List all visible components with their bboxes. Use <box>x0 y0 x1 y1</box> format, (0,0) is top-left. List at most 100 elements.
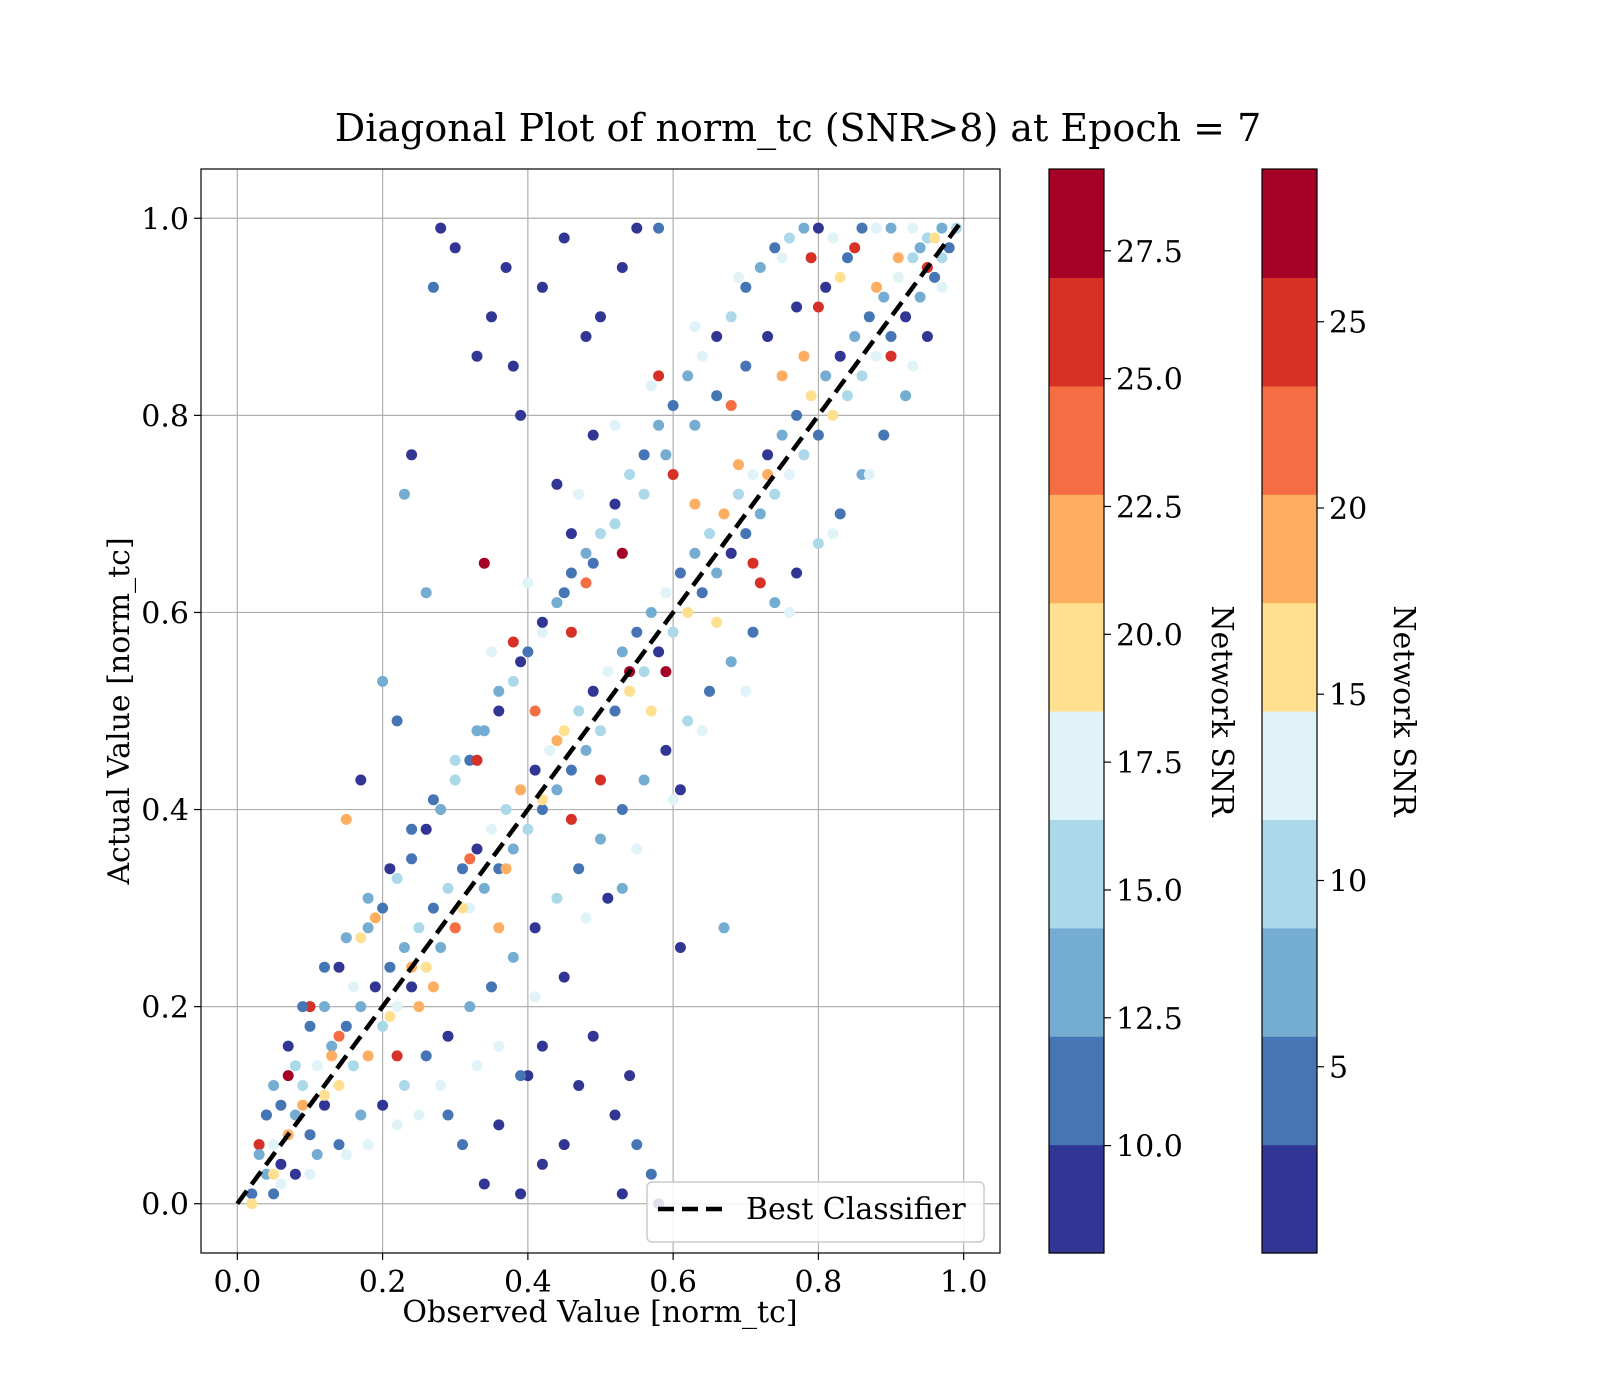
data-point <box>486 646 497 658</box>
data-point <box>704 528 715 540</box>
data-point <box>805 252 817 264</box>
data-point <box>776 370 788 382</box>
data-point <box>427 794 439 806</box>
colorbar-1-tick-label: 27.5 <box>1116 235 1183 270</box>
data-point <box>493 922 505 934</box>
data-point <box>674 784 686 796</box>
data-point <box>536 626 548 638</box>
data-point <box>304 1020 316 1032</box>
colorbar-snr-2: 5 10 15 20 25 <box>1261 168 1367 1254</box>
colorbar-1-tick-label: 20.0 <box>1116 618 1183 653</box>
data-point <box>355 1109 367 1121</box>
data-point <box>929 271 941 283</box>
data-point <box>507 360 519 372</box>
data-point <box>282 1070 294 1082</box>
data-point <box>805 390 817 402</box>
data-point <box>551 735 563 747</box>
data-point <box>377 675 389 687</box>
data-point <box>471 1060 483 1072</box>
data-point <box>733 488 744 500</box>
data-point <box>558 1139 570 1151</box>
data-point <box>515 656 527 668</box>
y-tick-label: 0.2 <box>141 991 189 1026</box>
data-point <box>762 331 774 342</box>
data-point <box>515 409 527 421</box>
data-point <box>900 311 912 323</box>
data-point <box>536 804 548 815</box>
data-point <box>812 429 824 441</box>
data-point <box>275 1099 287 1111</box>
colorbar-2-tick-label: 15 <box>1329 678 1367 713</box>
data-point <box>449 754 461 766</box>
data-point <box>645 380 657 392</box>
data-point <box>624 1070 636 1082</box>
data-point <box>420 1050 432 1062</box>
x-tick-label: 0.4 <box>504 1265 552 1300</box>
plot-frame <box>200 168 1001 1254</box>
data-point <box>667 626 679 638</box>
data-point <box>587 685 599 697</box>
data-point <box>493 705 505 717</box>
colorbar-1-tick-label: 22.5 <box>1116 490 1183 525</box>
data-point <box>558 725 570 737</box>
data-point <box>384 863 396 875</box>
data-point <box>791 301 803 313</box>
y-tick-label: 0.4 <box>141 794 189 829</box>
data-point <box>689 419 701 431</box>
data-point <box>842 252 853 264</box>
data-point <box>435 804 447 815</box>
data-point <box>711 390 723 402</box>
data-point <box>486 981 497 993</box>
plot-area: 0.0 0.2 0.4 0.6 0.8 1.0 0.0 0.2 0.4 0.6 0.8 1.0 Be… <box>141 168 1001 1300</box>
data-point <box>645 607 657 618</box>
data-point <box>595 774 606 786</box>
colorbar-2-segment <box>1262 169 1317 278</box>
data-point <box>522 823 534 835</box>
data-point <box>827 528 839 540</box>
data-point <box>587 1030 599 1042</box>
x-tick-label: 1.0 <box>940 1265 988 1300</box>
data-point <box>791 567 803 579</box>
data-point <box>580 331 592 342</box>
data-point <box>297 1001 309 1013</box>
data-point <box>493 1040 505 1052</box>
data-point <box>747 469 759 480</box>
data-point <box>573 705 585 717</box>
data-point <box>696 725 708 737</box>
data-point <box>427 981 439 993</box>
data-point <box>645 1168 657 1180</box>
data-point <box>856 222 868 234</box>
data-point <box>660 666 672 678</box>
data-point <box>892 252 904 264</box>
data-point <box>522 646 534 658</box>
data-point <box>529 991 541 1003</box>
data-point <box>645 705 657 717</box>
data-point <box>457 863 468 875</box>
data-point <box>900 390 912 402</box>
data-point <box>246 1198 258 1210</box>
colorbar-2-tick-label: 20 <box>1329 492 1367 527</box>
data-point <box>515 1188 527 1200</box>
colorbar-1-segment <box>1049 711 1104 820</box>
data-point <box>696 350 708 362</box>
data-point <box>493 1119 505 1131</box>
data-point <box>718 922 730 934</box>
data-point <box>827 232 839 244</box>
data-point <box>304 1168 316 1180</box>
data-point <box>624 469 636 480</box>
data-point <box>348 981 359 993</box>
y-tick-label: 0.6 <box>141 596 189 631</box>
data-point <box>820 370 832 382</box>
data-point <box>725 400 737 411</box>
colorbar-snr-1: 10.0 12.5 15.0 17.5 20.0 22.5 25.0 27.5 <box>1048 168 1183 1254</box>
data-point <box>500 804 512 815</box>
data-point <box>275 1178 287 1190</box>
data-point <box>616 882 628 894</box>
data-point <box>609 1109 621 1121</box>
data-point <box>478 882 490 894</box>
data-point <box>740 528 752 540</box>
data-point <box>326 1050 338 1062</box>
data-point <box>609 518 621 530</box>
data-point <box>667 469 679 480</box>
data-point <box>783 469 795 480</box>
